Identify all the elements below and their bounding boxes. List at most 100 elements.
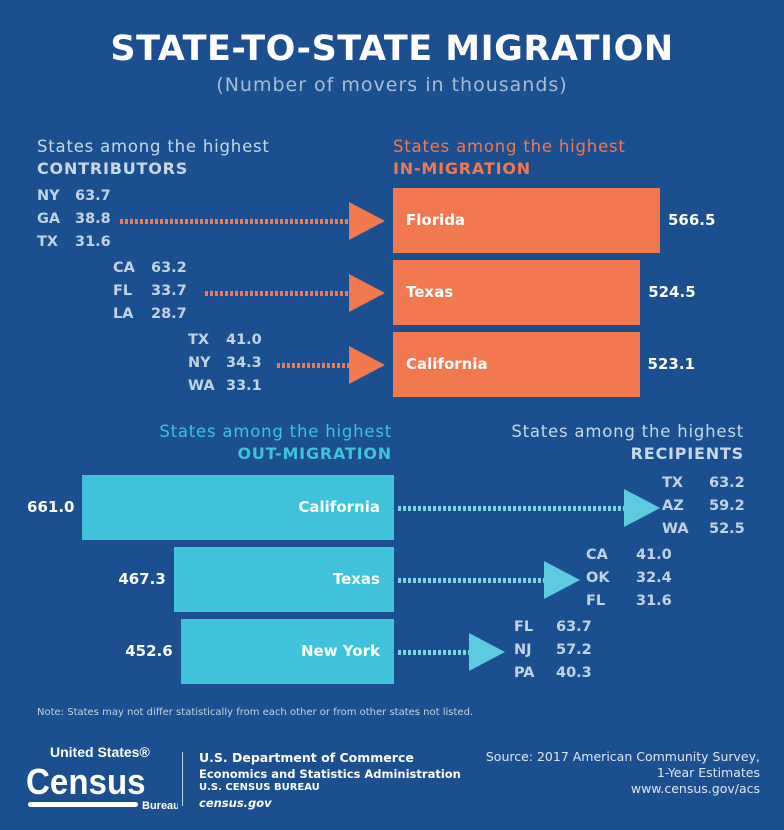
page-subtitle: (Number of movers in thousands) — [216, 74, 568, 96]
bar-value-label: 566.5 — [667, 211, 716, 229]
state-value-row: NJ 57.2 — [514, 640, 592, 660]
state-value: 63.2 — [151, 260, 187, 276]
state-value: 52.5 — [709, 521, 745, 537]
arrow-head-icon — [544, 561, 580, 599]
agency-line1: U.S. Department of Commerce — [199, 750, 414, 765]
state-code: GA — [37, 211, 61, 227]
svg-text:Bureau: Bureau — [142, 800, 178, 812]
arrow-head-icon — [624, 489, 660, 527]
bar-label: California — [298, 498, 380, 516]
state-code: OK — [586, 570, 610, 586]
state-value: 33.7 — [151, 283, 187, 299]
state-value: 59.2 — [709, 498, 745, 514]
out-migration-header-line1: States among the highest — [159, 422, 392, 441]
out-migration-bar: Texas — [173, 547, 394, 612]
svg-text:United States®: United States® — [50, 744, 150, 760]
state-value-row: LA 28.7 — [113, 304, 187, 324]
state-value: 63.7 — [75, 188, 111, 204]
state-value: 41.0 — [636, 547, 672, 563]
bar-value-label: 467.3 — [118, 570, 166, 588]
arrow-head-icon — [349, 274, 385, 312]
footer-divider — [182, 752, 183, 806]
state-value: 63.7 — [556, 619, 592, 635]
dotted-arrow-line — [120, 219, 360, 224]
agency-line2: Economics and Statistics Administration — [199, 767, 461, 781]
state-value: 40.3 — [556, 665, 592, 681]
census-gov-link[interactable]: census.gov — [199, 796, 272, 810]
bar-value-label: 524.5 — [648, 283, 696, 301]
state-value-row: CA 41.0 — [586, 545, 672, 565]
state-code: CA — [113, 260, 135, 276]
agency-line3: U.S. CENSUS BUREAU — [199, 782, 320, 793]
state-value-row: FL 33.7 — [113, 281, 187, 301]
out-migration-bar: California — [82, 475, 394, 540]
recipients-header-line1: States among the highest — [511, 422, 744, 441]
dotted-arrow-line — [398, 506, 630, 511]
dotted-arrow-line — [398, 650, 475, 655]
state-value-row: NY 63.7 — [37, 186, 111, 206]
out-migration-header: OUT-MIGRATION — [237, 444, 392, 463]
state-value-row: PA 40.3 — [514, 663, 592, 683]
state-value: 31.6 — [75, 234, 111, 250]
in-migration-bar: California — [393, 332, 640, 397]
bar-label: Texas — [332, 570, 380, 588]
contributors-header: CONTRIBUTORS — [37, 159, 189, 178]
bar-value-label: 452.6 — [125, 642, 173, 660]
state-code: WA — [662, 521, 689, 537]
dotted-arrow-line — [205, 291, 360, 296]
state-value-row: TX 63.2 — [662, 473, 745, 493]
state-value-row: CA 63.2 — [113, 258, 187, 278]
state-value: 38.8 — [75, 211, 111, 227]
state-code: TX — [662, 475, 684, 491]
state-code: NJ — [514, 642, 532, 658]
state-code: NY — [188, 355, 211, 371]
arrow-head-icon — [349, 202, 385, 240]
state-value: 34.3 — [226, 355, 262, 371]
census-logo: United States® Census Bureau — [26, 744, 180, 812]
out-migration-bar: New York — [180, 619, 394, 684]
state-value: 31.6 — [636, 593, 672, 609]
state-value: 57.2 — [556, 642, 592, 658]
in-migration-bar: Texas — [393, 260, 641, 325]
in-migration-header-line1: States among the highest — [393, 137, 626, 156]
state-value-row: WA 52.5 — [662, 519, 745, 539]
state-value: 28.7 — [151, 306, 187, 322]
state-code: TX — [37, 234, 59, 250]
source-line2: 1-Year Estimates — [656, 765, 760, 780]
bar-value-label: 661.0 — [27, 498, 75, 516]
arrow-head-icon — [349, 346, 385, 384]
state-code: FL — [113, 283, 133, 299]
state-code: PA — [514, 665, 535, 681]
bar-label: Texas — [406, 283, 454, 301]
state-code: FL — [514, 619, 534, 635]
source-url[interactable]: www.census.gov/acs — [630, 781, 760, 796]
state-value-row: GA 38.8 — [37, 209, 111, 229]
source-line1: Source: 2017 American Community Survey, — [485, 749, 760, 764]
bar-label: California — [406, 355, 488, 373]
dotted-arrow-line — [277, 363, 360, 368]
footnote: Note: States may not differ statisticall… — [37, 707, 474, 718]
state-code: WA — [188, 378, 215, 394]
page-title: STATE-TO-STATE MIGRATION — [110, 29, 674, 69]
in-migration-header: IN-MIGRATION — [393, 159, 531, 178]
state-code: TX — [188, 332, 210, 348]
arrow-head-icon — [469, 633, 505, 671]
state-value: 33.1 — [226, 378, 262, 394]
contributors-header-line1: States among the highest — [37, 137, 270, 156]
in-migration-bar: Florida — [393, 188, 660, 253]
state-value-row: WA 33.1 — [188, 376, 262, 396]
bar-label: New York — [301, 642, 380, 660]
recipients-header: RECIPIENTS — [630, 444, 744, 463]
svg-text:Census: Census — [26, 763, 146, 803]
state-value: 41.0 — [226, 332, 262, 348]
state-value: 63.2 — [709, 475, 745, 491]
state-code: NY — [37, 188, 60, 204]
state-code: FL — [586, 593, 606, 609]
bar-label: Florida — [406, 211, 466, 229]
state-value-row: NY 34.3 — [188, 353, 262, 373]
state-value: 32.4 — [636, 570, 672, 586]
state-value-row: TX 31.6 — [37, 232, 111, 252]
state-value-row: TX 41.0 — [188, 330, 262, 350]
state-code: LA — [113, 306, 134, 322]
state-code: CA — [586, 547, 608, 563]
